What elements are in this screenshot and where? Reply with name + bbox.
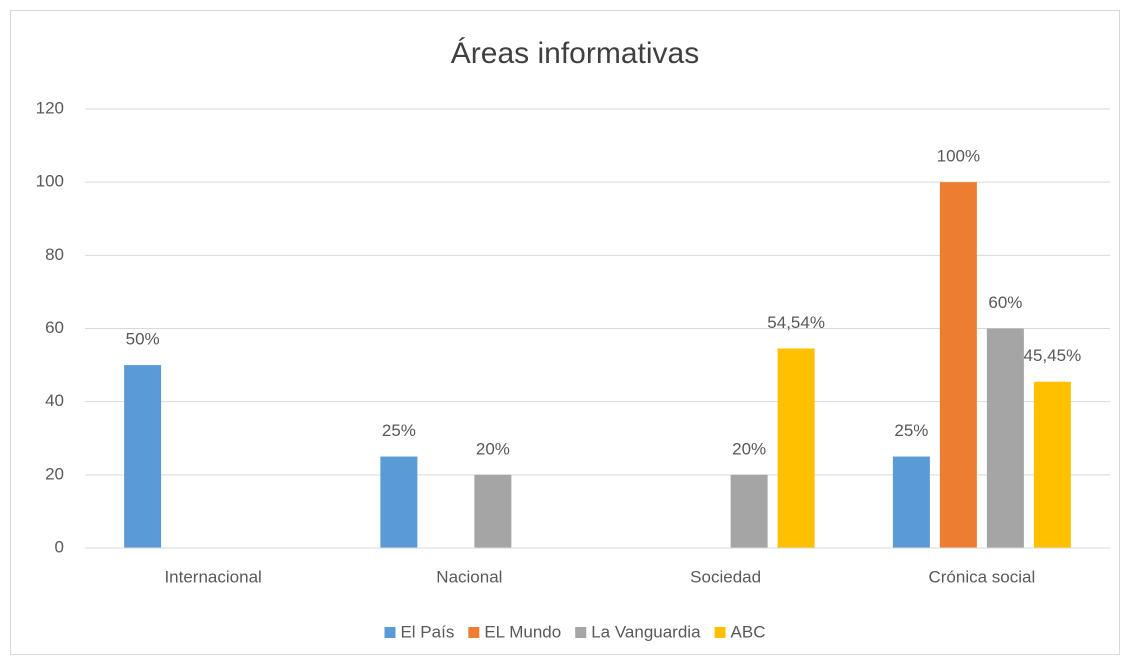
value-label: 45,45%	[1024, 346, 1082, 365]
bar	[474, 474, 512, 548]
y-tick-label: 40	[45, 391, 64, 410]
value-label: 25%	[894, 421, 928, 440]
x-tick-label: Internacional	[164, 567, 261, 586]
bar	[892, 456, 930, 548]
value-label: 100%	[937, 147, 980, 166]
chart-title: Áreas informativas	[451, 37, 699, 70]
bar	[777, 348, 815, 548]
chart-border	[10, 10, 1120, 655]
value-label: 20%	[476, 439, 510, 458]
legend-swatch	[575, 627, 587, 638]
legend-swatch	[384, 627, 396, 638]
y-tick-label: 60	[45, 318, 64, 337]
value-label: 25%	[382, 421, 416, 440]
bar	[730, 474, 768, 548]
x-tick-label: Sociedad	[690, 567, 761, 586]
legend-swatch	[468, 627, 480, 638]
bar	[939, 182, 977, 548]
y-tick-label: 100	[36, 172, 64, 191]
value-label: 54,54%	[767, 313, 825, 332]
y-tick-label: 20	[45, 464, 64, 483]
y-tick-label: 0	[55, 537, 64, 556]
y-tick-label: 120	[36, 98, 64, 117]
x-tick-label: Crónica social	[928, 567, 1035, 586]
value-label: 50%	[126, 330, 160, 349]
bar	[1033, 381, 1071, 548]
legend-label: La Vanguardia	[591, 622, 701, 641]
value-label: 20%	[732, 439, 766, 458]
bar	[986, 328, 1024, 548]
y-tick-label: 80	[45, 245, 64, 264]
value-label: 60%	[988, 293, 1022, 312]
legend-swatch	[714, 627, 726, 638]
legend-label: EL Mundo	[484, 622, 561, 641]
bar	[380, 456, 418, 548]
legend-label: ABC	[731, 622, 766, 641]
x-tick-label: Nacional	[436, 567, 502, 586]
legend-label: El País	[400, 622, 454, 641]
bar	[124, 365, 162, 548]
